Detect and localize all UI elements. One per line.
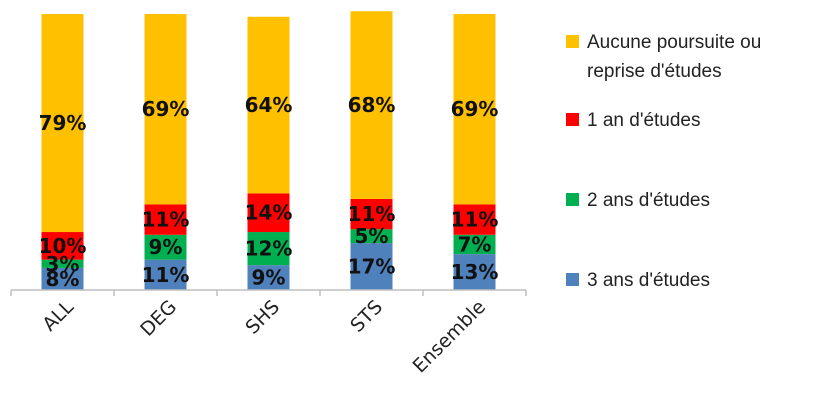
bars-layer: [41, 11, 496, 290]
bar-segment-ensemble-series-2: [453, 234, 496, 255]
x-tick-label-all: ALL: [38, 296, 78, 336]
bar-segment-sts-series-3: [350, 198, 393, 230]
data-label-deg-series-4: 69%: [142, 97, 190, 121]
data-label-sts-series-3: 11%: [348, 202, 396, 226]
stacked-bar-chart: 8%3%10%79%11%9%11%69%9%12%14%64%17%5%11%…: [10, 11, 527, 378]
data-label-ensemble-series-1: 13%: [451, 260, 499, 284]
bar-segment-deg-series-3: [144, 204, 187, 235]
bar-segment-all-series-1: [41, 267, 84, 290]
legend-swatch: [566, 273, 579, 286]
x-tick-label-shs: SHS: [241, 296, 284, 339]
x-tick-label-deg: DEG: [136, 296, 181, 341]
bar-segment-all-series-3: [41, 232, 84, 260]
data-label-deg-series-2: 9%: [149, 235, 183, 259]
x-axis-ticks: [10, 290, 527, 296]
bar-segment-shs-series-3: [247, 193, 290, 233]
legend-item-series-1: 3 ans d'études: [566, 266, 812, 295]
legend-label: 3 ans d'études: [587, 270, 710, 291]
legend-swatch: [566, 113, 579, 126]
data-label-shs-series-3: 14%: [245, 201, 293, 225]
bar-segment-ensemble-series-3: [453, 204, 496, 235]
bar-segment-all-series-4: [41, 14, 84, 233]
legend-swatch: [566, 35, 579, 48]
legend-label: 1 an d'études: [587, 110, 701, 131]
legend-label: Aucune poursuite ou reprise d'études: [587, 32, 762, 82]
bar-segment-sts-series-4: [350, 11, 393, 199]
data-label-all-series-1: 8%: [46, 267, 80, 291]
legend-swatch: [566, 193, 579, 206]
bar-segment-sts-series-2: [350, 229, 393, 244]
legend-item-series-2: 2 ans d'études: [566, 186, 812, 215]
data-label-deg-series-3: 11%: [142, 208, 190, 232]
legend-item-series-4: Aucune poursuite ou reprise d'études: [566, 28, 812, 86]
x-tick-label-sts: STS: [346, 296, 387, 337]
bar-segment-deg-series-2: [144, 234, 187, 260]
bar-segment-deg-series-1: [144, 259, 187, 290]
data-label-deg-series-1: 11%: [142, 263, 190, 287]
data-label-all-series-2: 3%: [46, 252, 80, 276]
bar-segment-shs-series-1: [247, 265, 290, 290]
bar-segment-shs-series-2: [247, 232, 290, 266]
legend-item-series-3: 1 an d'études: [566, 106, 812, 135]
bar-segment-shs-series-4: [247, 16, 290, 194]
data-label-ensemble-series-3: 11%: [451, 208, 499, 232]
bar-segment-sts-series-1: [350, 243, 393, 290]
x-axis-tick-labels: ALL DEG SHS STS Ensemble: [38, 296, 490, 378]
data-label-all-series-3: 10%: [39, 234, 87, 258]
data-labels-layer: 8%3%10%79%11%9%11%69%9%12%14%64%17%5%11%…: [39, 93, 499, 291]
bar-segment-all-series-2: [41, 259, 84, 268]
data-label-ensemble-series-4: 69%: [451, 97, 499, 121]
bar-segment-deg-series-4: [144, 14, 187, 205]
data-label-ensemble-series-2: 7%: [458, 232, 492, 256]
data-label-sts-series-2: 5%: [355, 224, 389, 248]
legend-label: 2 ans d'études: [587, 190, 710, 211]
bar-segment-ensemble-series-4: [453, 14, 496, 205]
data-label-all-series-4: 79%: [39, 111, 87, 135]
x-tick-label-ensemble: Ensemble: [409, 296, 490, 377]
data-label-sts-series-1: 17%: [348, 255, 396, 279]
data-label-shs-series-2: 12%: [245, 237, 293, 261]
data-label-shs-series-4: 64%: [245, 93, 293, 117]
bar-segment-ensemble-series-1: [453, 254, 496, 290]
data-label-shs-series-1: 9%: [252, 266, 286, 290]
data-label-sts-series-4: 68%: [348, 93, 396, 117]
